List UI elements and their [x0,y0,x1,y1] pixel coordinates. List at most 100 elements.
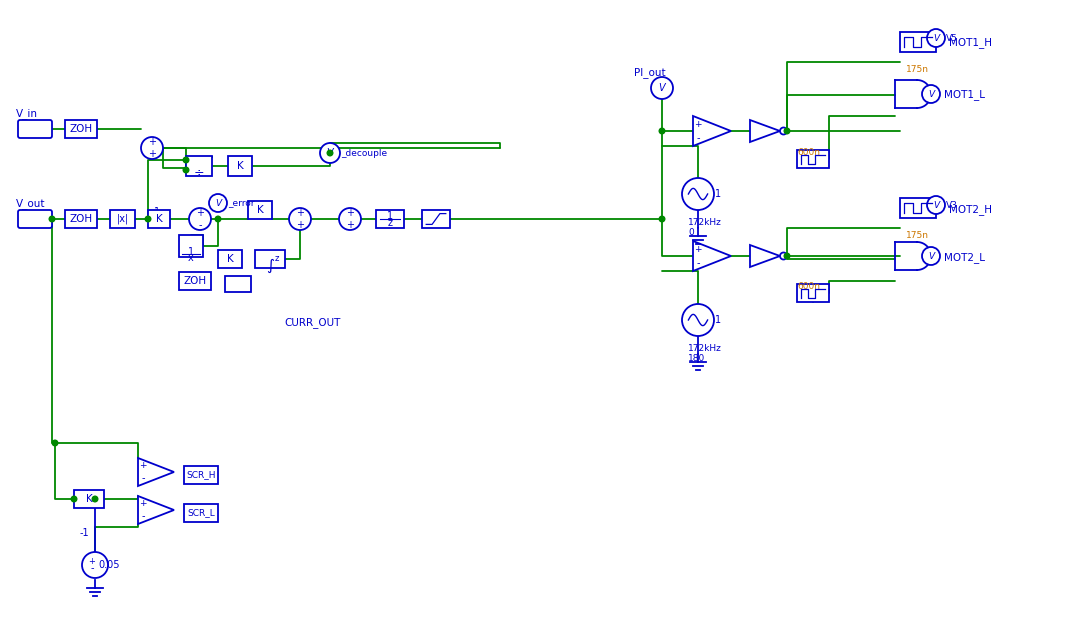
Text: 0: 0 [688,228,694,237]
Circle shape [922,85,940,103]
Text: ZOH: ZOH [69,214,93,224]
Text: z: z [387,218,392,228]
Circle shape [52,440,57,446]
Circle shape [328,150,333,156]
Text: +: + [139,461,147,470]
Text: -1: -1 [80,528,90,538]
Text: ZOH: ZOH [69,124,93,134]
Circle shape [339,208,361,230]
Text: +: + [139,499,147,508]
Text: +: + [346,220,353,230]
Circle shape [289,208,311,230]
Text: ZOH: ZOH [184,276,206,286]
Text: MOT1_L: MOT1_L [944,90,985,101]
Text: +: + [296,220,304,230]
Text: V: V [658,83,665,93]
Circle shape [922,247,940,265]
Text: +: + [196,208,204,218]
Circle shape [784,253,790,259]
Text: 180: 180 [688,354,705,363]
Bar [148,210,170,228]
Text: 172kHz: 172kHz [688,344,722,353]
Circle shape [92,496,97,502]
Text: +: + [694,120,702,129]
Text: -: - [198,220,202,230]
Text: 1: 1 [715,315,721,325]
Circle shape [651,77,673,99]
Circle shape [141,137,163,159]
Bar [228,156,252,176]
Bar [184,504,218,522]
Text: K: K [237,161,243,171]
Text: z: z [275,254,279,262]
Text: 1: 1 [387,211,393,221]
Bar [218,250,242,268]
Polygon shape [693,241,731,271]
Bar [186,156,212,176]
Bar [110,210,135,228]
Text: ∫: ∫ [266,257,273,273]
Bar [74,490,104,508]
Circle shape [183,157,189,163]
Text: |x|: |x| [117,214,129,224]
Text: SCR_H: SCR_H [186,471,216,480]
Text: K: K [85,494,92,504]
Text: V: V [927,90,934,99]
FancyBboxPatch shape [18,120,52,138]
Text: V: V [933,201,939,210]
Circle shape [189,208,211,230]
Text: 600n: 600n [797,282,820,291]
Bar [900,198,936,218]
Text: V: V [215,199,221,208]
Circle shape [209,194,227,212]
Text: -: - [142,511,145,521]
Text: +: + [296,208,304,218]
Text: -: - [142,473,145,483]
Text: +: + [148,149,156,159]
Bar [797,150,829,168]
Bar [65,120,97,138]
Polygon shape [693,116,731,146]
Text: 1: 1 [154,207,160,217]
Bar [179,235,203,257]
Text: +: + [148,137,156,147]
Bar [376,210,404,228]
Circle shape [215,216,221,222]
Text: -: - [90,563,94,573]
Text: MOT1_H: MOT1_H [949,38,992,48]
Bar [255,250,285,268]
Text: V: V [326,148,333,158]
Circle shape [784,128,790,134]
Text: 175n: 175n [906,65,929,74]
Text: MOT2_L: MOT2_L [944,252,985,264]
Circle shape [659,216,665,222]
Text: _error: _error [228,199,254,208]
Text: 175n: 175n [906,231,929,240]
Circle shape [145,216,151,222]
Text: V: V [927,252,934,261]
Circle shape [780,252,787,259]
Text: CURR_OUT: CURR_OUT [284,317,342,328]
Text: +: + [694,245,702,254]
Text: 172kHz: 172kHz [688,218,722,227]
Text: V5: V5 [946,34,958,43]
Circle shape [659,128,665,134]
Text: V_out: V_out [16,198,45,209]
FancyBboxPatch shape [18,210,52,228]
Circle shape [927,196,945,214]
Bar [422,210,450,228]
Bar [225,276,251,292]
Text: PI_out: PI_out [635,67,666,78]
Polygon shape [750,245,780,267]
Text: ÷: ÷ [193,166,204,180]
Bar [179,272,211,290]
Bar [65,210,97,228]
Polygon shape [138,458,174,486]
Circle shape [71,496,77,502]
Circle shape [183,167,189,173]
Bar [248,201,272,219]
Text: -: - [696,132,699,143]
Polygon shape [138,496,174,524]
Circle shape [927,29,945,47]
Text: K: K [156,214,162,224]
